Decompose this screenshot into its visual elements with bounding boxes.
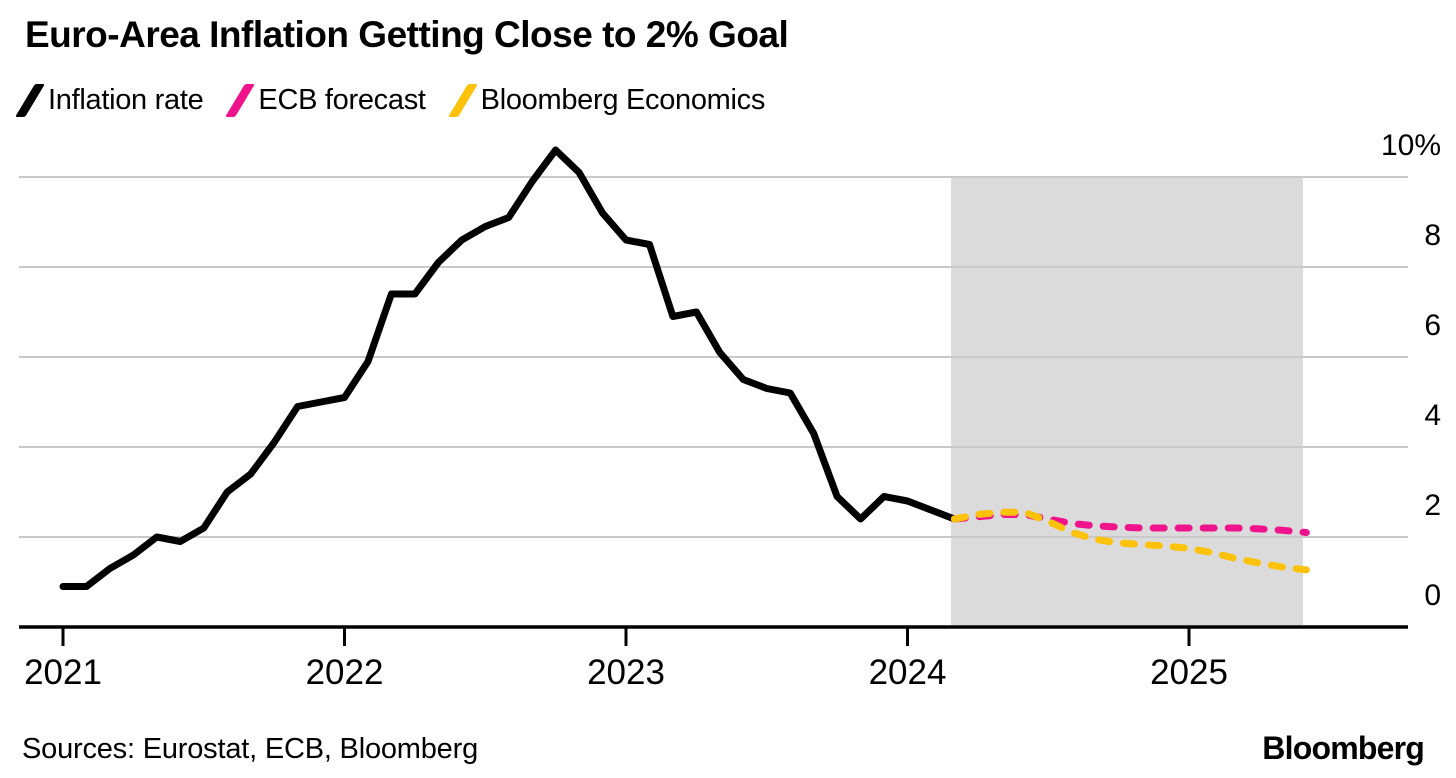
sources-note: Sources: Eurostat, ECB, Bloomberg <box>22 733 478 765</box>
series-line-inflation-rate <box>59 146 958 590</box>
y-tick-label-8: 8 <box>1424 219 1441 252</box>
legend-label: Inflation rate <box>48 84 204 116</box>
legend-item-bloomberg-economics: Bloomberg Economics <box>447 84 766 117</box>
y-tick-label-2: 2 <box>1424 489 1441 522</box>
series-line-bloomberg-economics <box>950 508 1310 574</box>
x-tick-label-2023: 2023 <box>587 653 665 692</box>
forecast-band <box>951 176 1303 625</box>
x-tick-label-2021: 2021 <box>24 653 102 692</box>
legend-label: ECB forecast <box>258 84 426 116</box>
y-tick-label-6: 6 <box>1424 309 1441 342</box>
legend-item-ecb-forecast: ECB forecast <box>225 84 426 117</box>
x-tick-label-2024: 2024 <box>869 653 947 692</box>
chart-legend: Inflation rate ECB forecast Bloomberg Ec… <box>15 84 766 117</box>
bloomberg-economics-slash-icon <box>447 84 478 117</box>
y-tick-label-10: 10% <box>1381 129 1441 162</box>
x-tick-label-2025: 2025 <box>1150 653 1228 692</box>
legend-label: Bloomberg Economics <box>480 84 766 116</box>
y-tick-label-0: 0 <box>1424 579 1441 612</box>
chart-title: Euro-Area Inflation Getting Close to 2% … <box>25 14 789 55</box>
legend-item-inflation-rate: Inflation rate <box>15 84 204 117</box>
y-tick-label-4: 4 <box>1424 399 1441 432</box>
ecb-forecast-slash-icon <box>225 84 256 117</box>
inflation-chart: 2021 2022 2023 2024 2025 0 2 4 6 8 10% <box>19 129 1441 692</box>
x-tick-label-2022: 2022 <box>306 653 384 692</box>
bloomberg-logo: Bloomberg <box>1262 730 1425 766</box>
